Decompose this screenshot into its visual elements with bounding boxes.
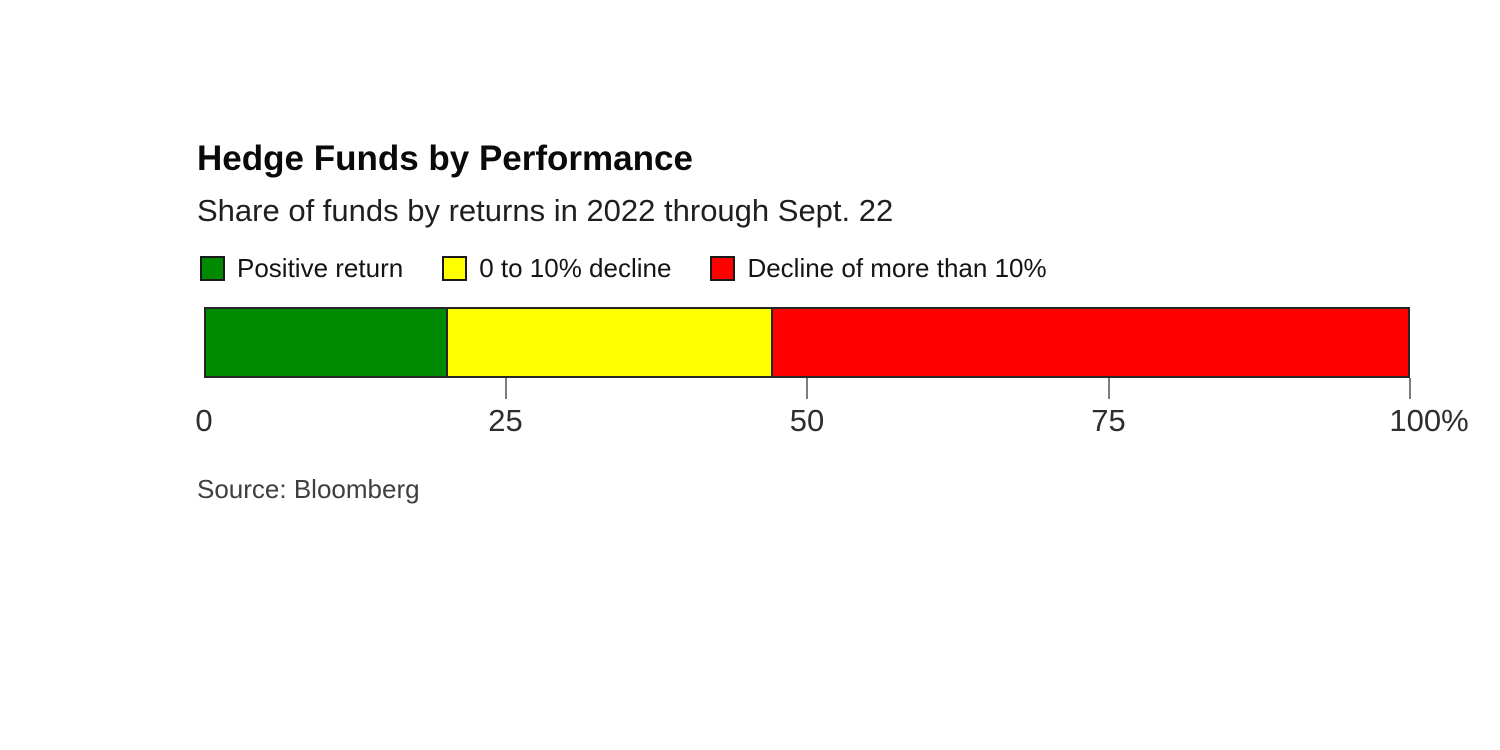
bar-segment-0 bbox=[206, 309, 447, 376]
legend-swatch-red bbox=[710, 255, 736, 281]
legend-item-decline-more-than-10: Decline of more than 10% bbox=[710, 253, 1047, 283]
legend: Positive return 0 to 10% decline Decline… bbox=[200, 253, 1047, 283]
legend-label: Decline of more than 10% bbox=[747, 253, 1047, 283]
axis-tick-75 bbox=[1107, 378, 1110, 399]
axis-tick-100 bbox=[1409, 378, 1411, 399]
legend-item-0-to-10-decline: 0 to 10% decline bbox=[442, 253, 671, 283]
axis-label-25: 25 bbox=[488, 403, 523, 438]
axis-tick-25 bbox=[504, 378, 507, 399]
chart-title: Hedge Funds by Performance bbox=[197, 139, 693, 178]
axis-label-75: 75 bbox=[1091, 403, 1126, 438]
bar-segment-2 bbox=[770, 309, 1408, 376]
legend-label: Positive return bbox=[237, 253, 404, 283]
axis-label-0: 0 bbox=[195, 403, 213, 438]
chart-subtitle: Share of funds by returns in 2022 throug… bbox=[197, 193, 894, 228]
bar-segment-1 bbox=[446, 309, 771, 376]
legend-item-positive-return: Positive return bbox=[200, 253, 403, 283]
axis-tick-50 bbox=[806, 378, 808, 399]
stacked-bar bbox=[204, 307, 1410, 378]
legend-swatch-yellow bbox=[442, 255, 468, 281]
legend-label: 0 to 10% decline bbox=[479, 253, 672, 283]
axis-label-100: 100% bbox=[1389, 403, 1469, 438]
source-note: Source: Bloomberg bbox=[197, 474, 420, 504]
legend-swatch-green bbox=[200, 255, 225, 281]
axis-label-50: 50 bbox=[789, 403, 825, 438]
